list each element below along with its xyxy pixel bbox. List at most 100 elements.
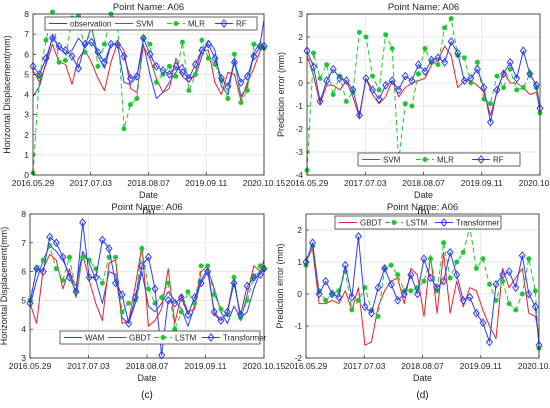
panel-3-data-point-transformer bbox=[440, 276, 448, 286]
panel-1-y-tick-label: 0 bbox=[298, 78, 303, 88]
panel-1-data-point-rf bbox=[532, 80, 540, 90]
panel-3-data-point-transformer bbox=[485, 337, 494, 347]
panel-2-data-point-transformer bbox=[39, 267, 47, 277]
panel-2-data-point-lstm bbox=[211, 292, 217, 298]
panel-3-data-point-transformer bbox=[446, 247, 454, 257]
panel-3-legend-label-gbdt: GBDT bbox=[360, 219, 382, 228]
panel-2-data-point-lstm bbox=[159, 295, 165, 301]
panel-2-data-point-lstm bbox=[99, 280, 105, 286]
panel-0-data-point-rf bbox=[230, 57, 238, 67]
panel-3-data-point-lstm bbox=[486, 281, 492, 287]
panel-0-data-point-mlr bbox=[199, 37, 205, 43]
panel-3-data-point-transformer bbox=[479, 318, 487, 328]
panel-3-data-point-transformer bbox=[525, 289, 533, 299]
panel-3-data-point-transformer bbox=[368, 308, 376, 318]
panel-0-data-point-mlr bbox=[56, 59, 62, 65]
panel-1-data-point-mlr bbox=[324, 62, 330, 68]
panel-2-x-tick-label: 2020.10.15 bbox=[243, 361, 286, 371]
panel-3-data-point-transformer bbox=[374, 283, 382, 293]
panel-0-data-point-rf bbox=[133, 71, 141, 81]
panel-2-data-point-transformer bbox=[256, 270, 264, 279]
panel-0-data-point-mlr bbox=[238, 100, 244, 106]
panel-3-x-tick-label: 2017.07.03 bbox=[343, 361, 386, 371]
panel-1-data-point-mlr bbox=[402, 101, 408, 107]
panel-0-data-point-rf bbox=[61, 45, 70, 55]
panel-2-chart-title: Point Name: A06 bbox=[111, 202, 182, 213]
panel-0-data-point-rf bbox=[87, 37, 95, 47]
panel-1-data-point-rf bbox=[310, 62, 318, 72]
panel-1-data-point-rf bbox=[447, 37, 455, 47]
panel-0-data-point-rf bbox=[250, 51, 258, 61]
panel-0-data-point-rf bbox=[35, 69, 44, 79]
panel-1-panel-label: (b) bbox=[417, 207, 429, 218]
panel-3-data-point-lstm bbox=[428, 256, 434, 262]
panel-1-data-point-mlr bbox=[330, 92, 336, 98]
panel-2-panel-label: (c) bbox=[141, 390, 153, 401]
panel-0-y-tick-label: 5 bbox=[24, 69, 29, 79]
panel-1-data-point-rf bbox=[454, 48, 462, 58]
panel-1-y-tick-label: -3 bbox=[295, 147, 303, 157]
panel-3-data-point-lstm bbox=[375, 313, 381, 319]
panel-2-y-tick-label: 7 bbox=[21, 238, 26, 248]
panel-0-data-point-rf bbox=[48, 33, 57, 43]
panel-0-data-point-rf bbox=[55, 41, 63, 51]
panel-0-y-tick-label: 4 bbox=[24, 90, 29, 100]
panel-1-data-point-rf bbox=[513, 73, 521, 83]
panel-2-series-lstm bbox=[27, 243, 267, 332]
panel-0-data-point-mlr bbox=[192, 71, 198, 77]
panel-1-x-axis-label: Date bbox=[414, 190, 433, 200]
panel-0-data-point-rf bbox=[243, 71, 251, 81]
panel-0-data-point-rf bbox=[198, 45, 206, 55]
panel-2-legend-label-wam: WAM bbox=[85, 334, 105, 343]
panel-3-data-point-transformer bbox=[387, 279, 395, 289]
panel-1-data-point-rf bbox=[342, 76, 350, 86]
panel-0-y-tick-label: 8 bbox=[24, 9, 29, 19]
panel-3-data-point-lstm bbox=[473, 265, 479, 271]
panel-2-data-point-transformer bbox=[184, 310, 192, 320]
panel-2-data-point-transformer bbox=[171, 298, 179, 308]
panel-1-data-point-mlr bbox=[343, 98, 349, 104]
panel-2-data-point-transformer bbox=[217, 316, 225, 325]
panel-1-data-point-rf bbox=[382, 80, 390, 90]
panel-0-chart-title: Point Name: A06 bbox=[113, 2, 184, 13]
panel-3-data-point-transformer bbox=[341, 260, 349, 270]
panel-1-data-point-mlr bbox=[514, 87, 520, 93]
panel-0-data-point-rf bbox=[185, 73, 193, 83]
panel-0-data-point-mlr bbox=[225, 96, 231, 102]
panel-3-data-point-transformer bbox=[309, 238, 317, 248]
panel-2-x-tick-label: 2017.07.03 bbox=[67, 361, 110, 371]
panel-0-data-point-rf bbox=[204, 39, 212, 49]
panel-3-legend: GBDT LSTM Transformer bbox=[334, 215, 502, 230]
panel-3-data-point-transformer bbox=[354, 231, 362, 241]
panel-3-data-point-transformer bbox=[407, 270, 415, 280]
panel-2-data-point-transformer bbox=[85, 272, 93, 282]
panel-2-data-point-transformer bbox=[98, 235, 106, 245]
panel-1-data-point-mlr bbox=[363, 34, 369, 40]
panel-2-data-point-lstm bbox=[80, 254, 86, 260]
panel-1-data-point-mlr bbox=[474, 59, 480, 65]
panel-3-data-point-lstm bbox=[506, 301, 512, 307]
panel-2-data-point-transformer bbox=[237, 310, 245, 320]
panel-c: 3 4 5 6 7 8 2016.05.29 2017.07.03 2018.08.07 2019… bbox=[0, 202, 286, 401]
panel-1-data-point-mlr bbox=[448, 16, 454, 22]
panel-1-data-point-mlr bbox=[422, 45, 428, 51]
panel-1-data-point-mlr bbox=[468, 80, 474, 86]
panel-0-data-point-rf bbox=[159, 65, 167, 75]
panel-3-data-point-transformer bbox=[531, 302, 539, 312]
panel-3-data-point-lstm bbox=[421, 278, 427, 284]
panel-1-y-tick-label: 3 bbox=[298, 9, 303, 19]
panel-2-y-tick-label: 4 bbox=[21, 324, 26, 334]
panel-3-data-point-transformer bbox=[381, 263, 389, 273]
panel-3-data-point-lstm bbox=[454, 259, 460, 265]
panel-3-data-point-transformer bbox=[492, 279, 500, 289]
panel-3-y-tick-label: -2 bbox=[294, 353, 302, 363]
panel-2-data-point-transformer bbox=[79, 218, 87, 228]
panel-1-legend-label-svm: SVM bbox=[383, 156, 401, 165]
panel-0-y-tick-label: 3 bbox=[24, 110, 29, 120]
panel-0-data-point-rf bbox=[100, 57, 108, 67]
panel-0-y-axis-label: Horizontal Displacement(mm) bbox=[2, 35, 12, 154]
panel-0-data-point-mlr bbox=[95, 63, 101, 69]
panel-1-data-point-rf bbox=[369, 85, 377, 95]
panel-1-y-tick-label: 2 bbox=[298, 32, 303, 42]
